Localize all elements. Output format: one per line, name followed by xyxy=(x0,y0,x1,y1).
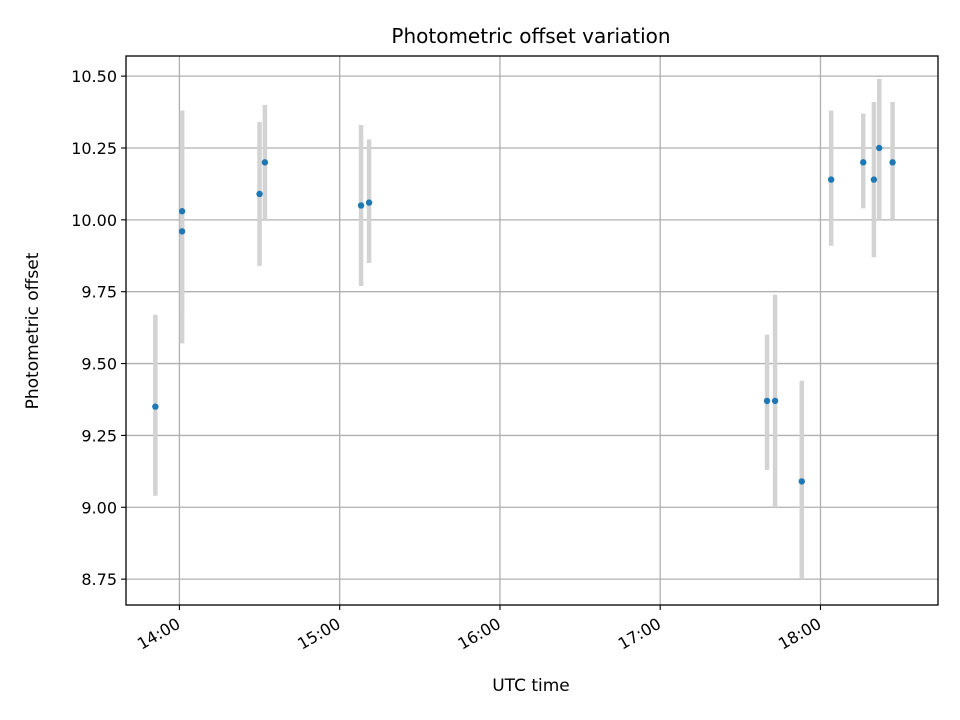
y-tick-label: 9.25 xyxy=(81,426,117,445)
data-point xyxy=(771,397,779,405)
y-axis-ticks: 8.75 9.00 9.25 9.50 9.75 10.00 10.25 10.50 xyxy=(71,67,126,589)
plot-area-frame xyxy=(125,55,939,606)
x-axis-label: UTC time xyxy=(492,676,570,696)
data-point xyxy=(178,208,186,215)
y-tick-label: 9.50 xyxy=(81,355,117,374)
y-axis-label: Photometric offset xyxy=(23,252,43,409)
error-bars xyxy=(153,78,895,580)
x-tick-label: 17:00 xyxy=(615,614,664,654)
data-point xyxy=(256,190,263,198)
data-point xyxy=(860,159,867,166)
data-point xyxy=(178,228,186,235)
x-tick-label: 14:00 xyxy=(134,614,183,654)
x-tick-label: 18:00 xyxy=(775,614,824,654)
data-point xyxy=(827,176,835,183)
x-axis-ticks: 14:00 15:00 16:00 17:00 18:00 xyxy=(134,605,824,654)
x-tick-label: 15:00 xyxy=(294,614,343,654)
y-tick-label: 10.50 xyxy=(71,67,117,86)
data-point xyxy=(261,159,269,166)
data-point xyxy=(357,202,365,209)
y-tick-label: 9.75 xyxy=(81,283,117,302)
grid-lines xyxy=(126,56,938,605)
data-point xyxy=(889,159,896,166)
data-point xyxy=(152,403,159,410)
data-points xyxy=(152,144,896,485)
data-point xyxy=(763,397,771,405)
y-tick-label: 8.75 xyxy=(81,570,117,589)
x-tick-label: 16:00 xyxy=(455,614,504,654)
chart-title: Photometric offset variation xyxy=(391,24,670,48)
data-point xyxy=(798,478,805,485)
y-tick-label: 9.00 xyxy=(81,498,117,517)
data-point xyxy=(876,144,883,152)
data-point xyxy=(365,199,373,206)
y-tick-label: 10.25 xyxy=(71,139,117,158)
y-tick-label: 10.00 xyxy=(71,211,117,230)
data-point xyxy=(870,176,878,183)
